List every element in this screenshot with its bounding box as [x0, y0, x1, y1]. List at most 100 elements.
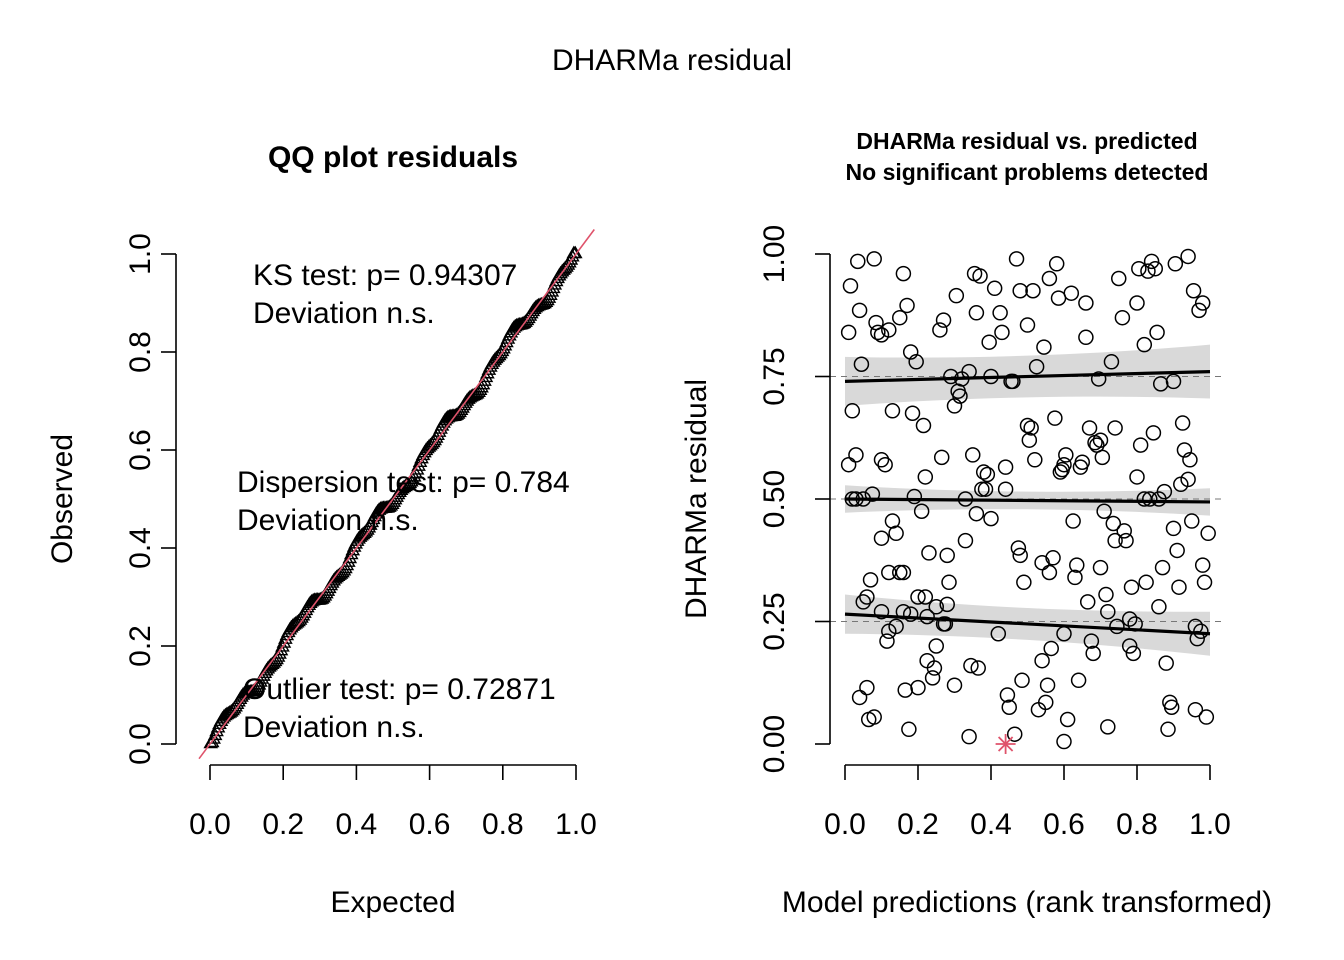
residual-point — [1151, 599, 1167, 615]
residual-point — [1041, 564, 1058, 581]
residual-point — [1176, 442, 1193, 458]
residual-point — [917, 589, 934, 605]
residual-point — [1083, 633, 1100, 649]
residual-point — [939, 547, 955, 564]
residual-point — [963, 657, 979, 674]
residual-point — [915, 417, 932, 434]
qq-plot-panel: QQ plot residuals 0.0 0.2 0.4 0.6 0.8 1.0 0.0… — [46, 141, 597, 919]
residual-point — [1038, 694, 1054, 711]
residual-point — [1067, 569, 1083, 586]
residual-point — [888, 618, 904, 635]
figure-title: DHARMa residual — [552, 44, 792, 77]
residual-point — [1074, 454, 1090, 470]
residual-point — [1041, 270, 1058, 287]
residual-point — [1131, 260, 1147, 277]
residual-point — [873, 603, 890, 620]
residual-point — [902, 606, 919, 622]
residual-point — [1156, 483, 1173, 500]
residual-point — [928, 638, 944, 654]
residual-point — [986, 280, 1003, 297]
residual-point — [1136, 336, 1153, 353]
residual-point — [1094, 449, 1111, 466]
res-x-tick-label: 0.8 — [1116, 808, 1158, 841]
residual-point — [979, 466, 996, 483]
residual-point — [899, 297, 915, 314]
qq-reference-line — [198, 229, 595, 760]
residual-point — [1014, 672, 1030, 689]
residual-point — [1059, 711, 1076, 728]
residual-point — [1194, 295, 1211, 311]
qq-x-ticks: 0.0 0.2 0.4 0.6 0.8 1.0 — [189, 765, 597, 841]
residual-point — [1107, 420, 1123, 436]
quantile-fit-line — [844, 497, 1211, 504]
residual-point — [928, 599, 944, 615]
residual-point — [935, 312, 952, 328]
residual-point — [990, 626, 1007, 642]
residual-point — [946, 398, 963, 414]
residual-point — [1008, 251, 1025, 267]
residual-point — [1012, 283, 1028, 299]
residual-point — [1039, 677, 1056, 693]
qq-y-tick-label: 1.0 — [124, 233, 157, 275]
residual-point — [1001, 699, 1017, 715]
res-y-tick-label: 0.50 — [758, 470, 791, 528]
ks-test-text: KS test: p= 0.94307 — [253, 259, 517, 292]
residual-point — [1019, 317, 1036, 333]
residual-point — [1085, 645, 1101, 662]
residual-point — [997, 459, 1014, 475]
residual-point — [851, 689, 868, 706]
residual-point — [1136, 491, 1153, 507]
residual-point — [997, 481, 1014, 497]
residual-point — [1021, 432, 1038, 448]
residual-point — [1129, 469, 1145, 485]
residual-point — [981, 334, 997, 350]
residual-point — [1103, 354, 1120, 370]
qq-point — [567, 245, 583, 259]
residual-point — [926, 660, 943, 676]
residual-point — [1012, 547, 1028, 564]
residual-point — [1063, 285, 1080, 301]
residual-point — [1185, 283, 1202, 299]
residual-point — [1052, 464, 1069, 480]
qq-x-tick-label: 1.0 — [555, 808, 597, 841]
residual-point — [1123, 579, 1140, 595]
residual-point — [892, 564, 908, 581]
qq-plot-title: QQ plot residuals — [268, 141, 518, 174]
residual-point — [1010, 540, 1027, 556]
residual-point — [1069, 557, 1085, 573]
residual-point — [881, 564, 897, 581]
residual-point — [1182, 452, 1198, 468]
residual-point — [939, 596, 955, 613]
residual-point — [1167, 256, 1184, 272]
residual-point — [943, 368, 959, 385]
residual-point — [1023, 420, 1039, 436]
residual-point — [994, 324, 1010, 341]
residual-point — [1034, 554, 1050, 571]
residual-point — [1198, 709, 1215, 725]
qq-y-tick-label: 0.8 — [124, 331, 157, 373]
qq-x-tick-label: 0.0 — [189, 808, 231, 841]
outlier-test-deviation: Deviation n.s. — [243, 711, 425, 744]
residual-point — [844, 403, 861, 419]
residual-point — [851, 302, 868, 319]
residual-point — [1006, 726, 1023, 742]
qq-y-tick-label: 0.2 — [124, 625, 157, 667]
residual-point — [1028, 358, 1045, 375]
residual-point — [1045, 550, 1061, 566]
residual-point — [897, 682, 913, 698]
dispersion-test-deviation: Deviation n.s. — [237, 504, 419, 537]
residual-point — [904, 405, 921, 421]
qq-x-tick-label: 0.4 — [336, 808, 378, 841]
residual-point — [1078, 329, 1094, 346]
ks-test-deviation: Deviation n.s. — [253, 297, 435, 330]
residual-point — [1165, 373, 1182, 390]
residual-point — [1105, 515, 1122, 532]
residual-point — [965, 447, 981, 463]
residual-point — [1171, 579, 1187, 595]
residual-point — [1090, 371, 1107, 387]
residual-point — [859, 679, 875, 696]
residual-point — [1154, 559, 1171, 576]
residual-point — [977, 481, 994, 497]
residual-point — [1100, 603, 1116, 620]
res-x-tick-label: 0.2 — [897, 808, 939, 841]
